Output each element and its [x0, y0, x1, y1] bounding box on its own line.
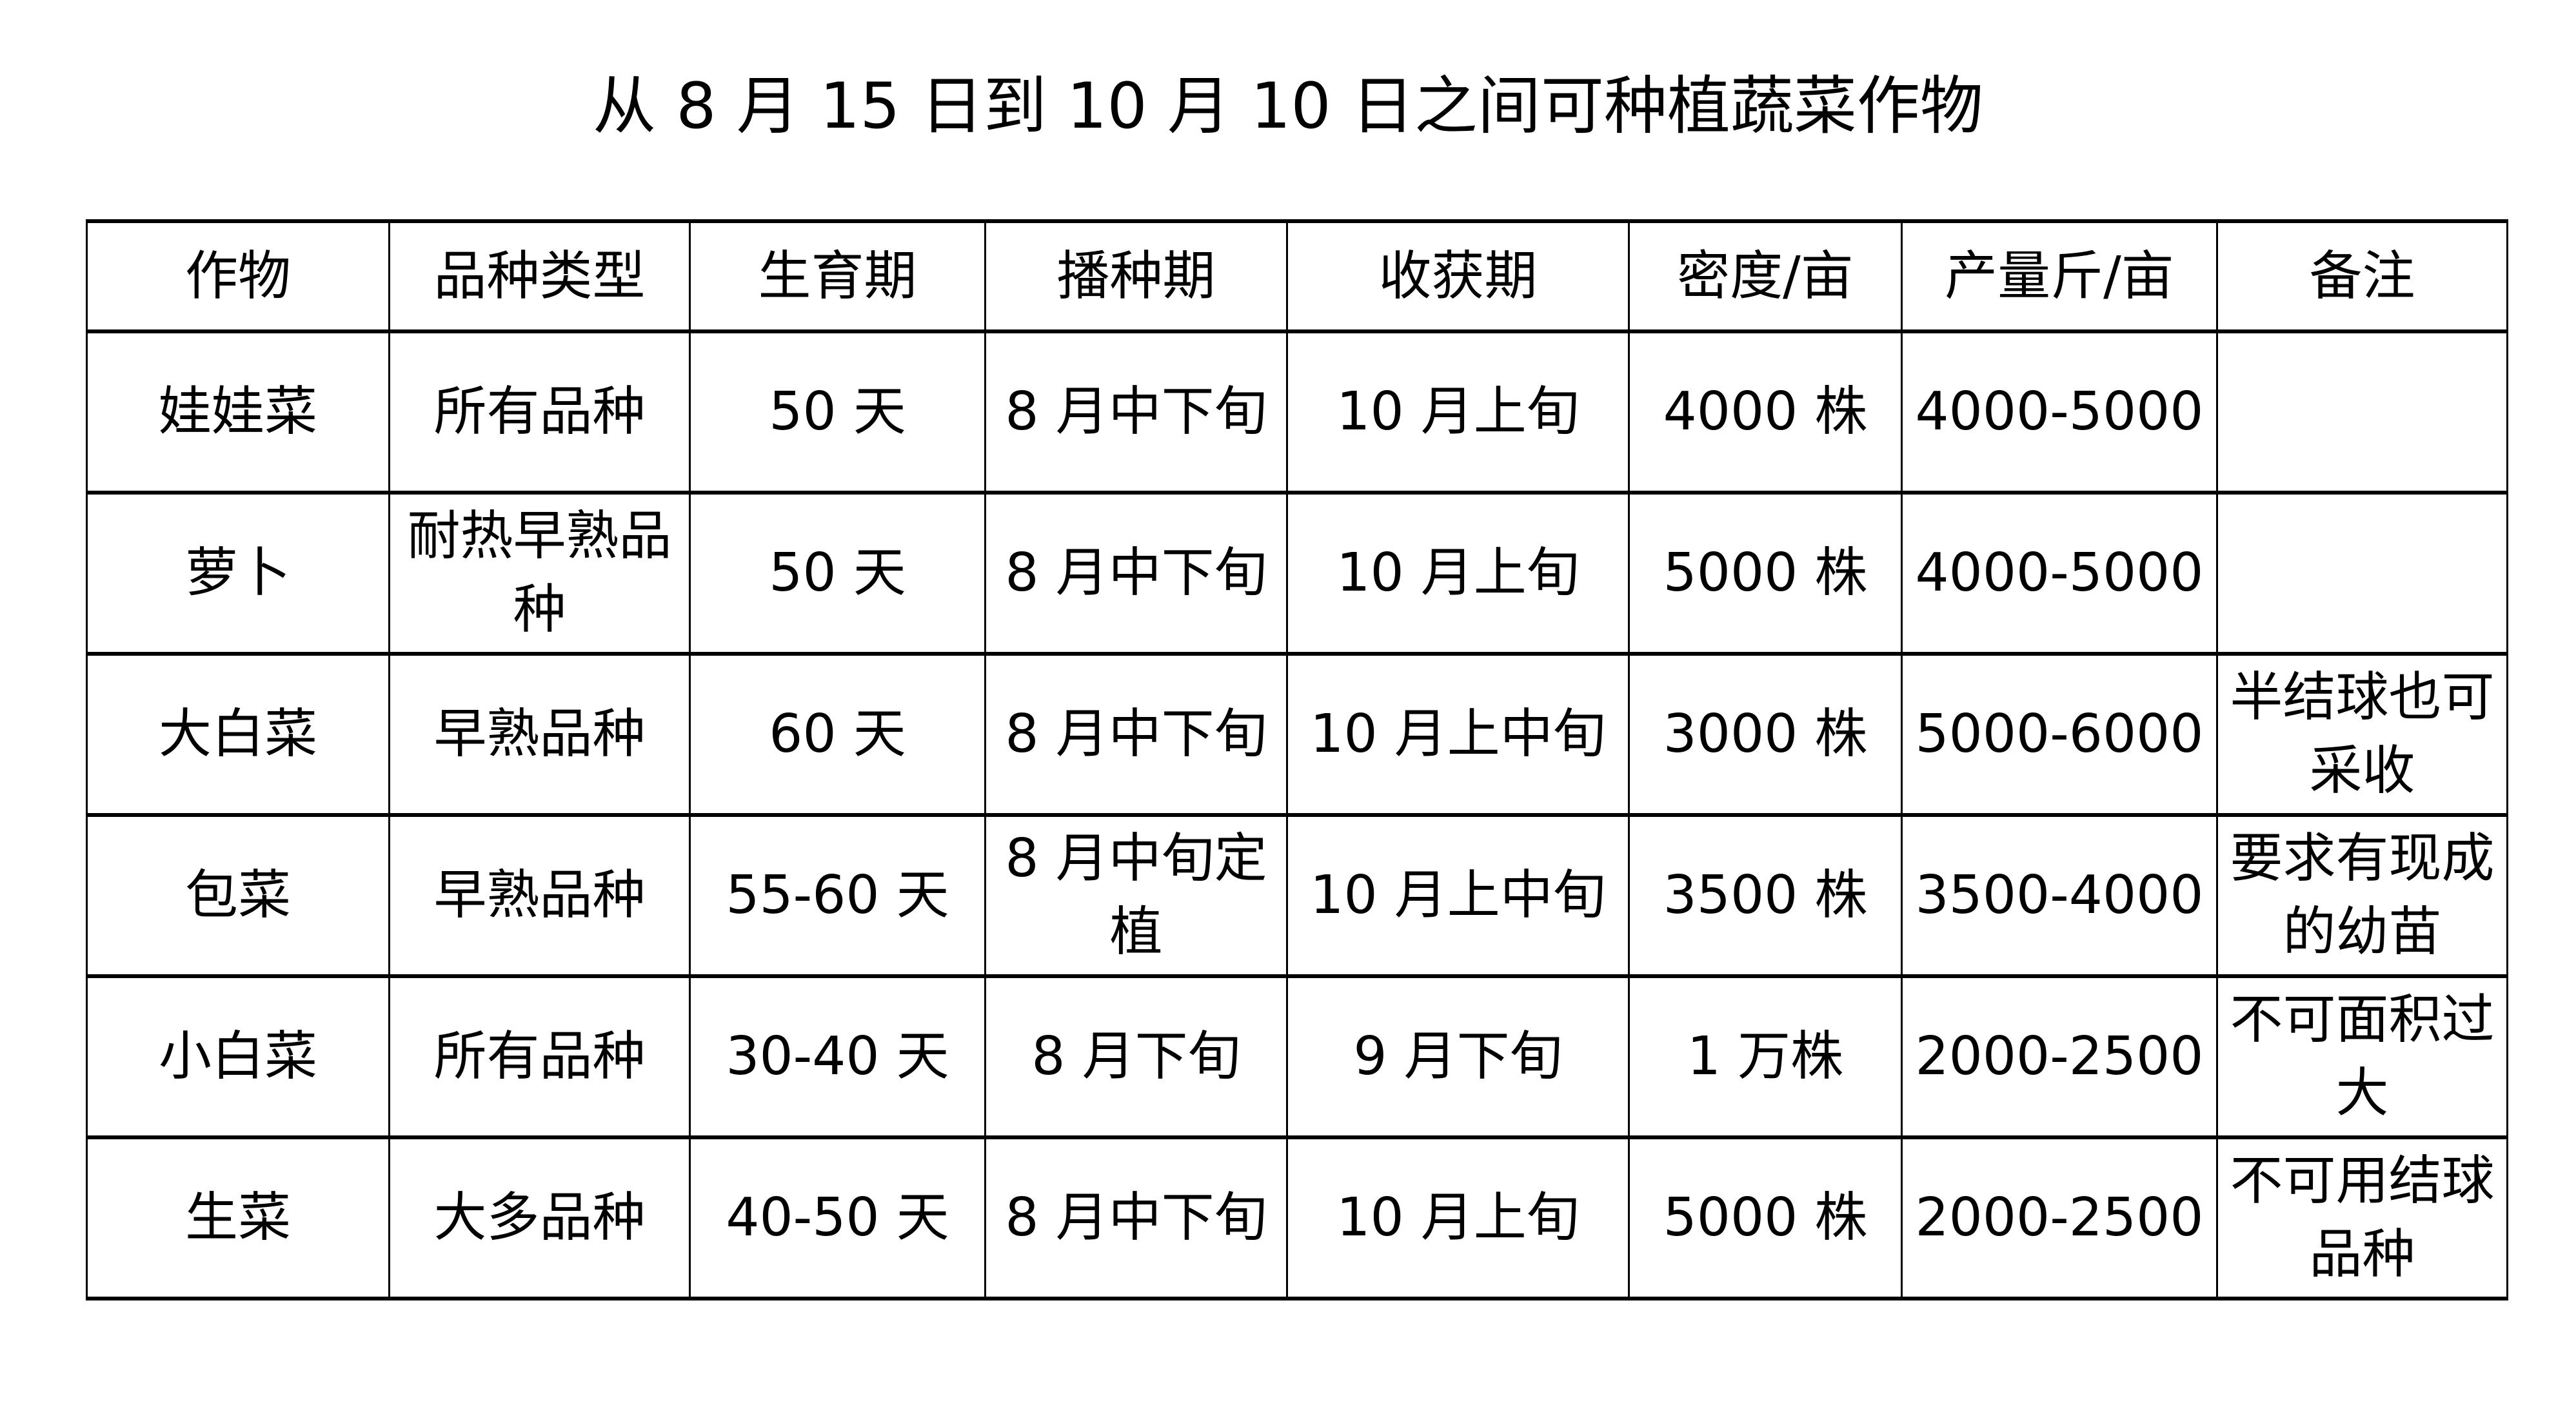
cell-variety-type: 耐热早熟品种	[388, 491, 691, 656]
header-yield: 产量斤/亩	[1901, 219, 2218, 333]
cell-notes: 不可用结球品种	[2216, 1135, 2508, 1300]
cell-harvest-period: 10 月上中旬	[1286, 652, 1630, 817]
cell-growth-period: 55-60 天	[689, 813, 986, 978]
cell-variety-type: 所有品种	[388, 329, 691, 495]
header-variety-type: 品种类型	[388, 219, 691, 333]
cell-sowing-period: 8 月中下旬	[984, 491, 1288, 656]
cell-yield: 2000-2500	[1901, 974, 2218, 1139]
cell-harvest-period: 9 月下旬	[1286, 974, 1630, 1139]
cell-density: 1 万株	[1628, 974, 1903, 1139]
cell-crop: 包菜	[86, 813, 390, 978]
header-row: 作物 品种类型 生育期 播种期 收获期 密度/亩 产量斤/亩 备注	[86, 219, 2508, 333]
cell-sowing-period: 8 月中下旬	[984, 1135, 1288, 1300]
header-harvest-period: 收获期	[1286, 219, 1630, 333]
cell-crop: 娃娃菜	[86, 329, 390, 495]
cell-harvest-period: 10 月上中旬	[1286, 813, 1630, 978]
cell-density: 4000 株	[1628, 329, 1903, 495]
cell-growth-period: 40-50 天	[689, 1135, 986, 1300]
cell-harvest-period: 10 月上旬	[1286, 1135, 1630, 1300]
cell-crop: 大白菜	[86, 652, 390, 817]
header-notes: 备注	[2216, 219, 2508, 333]
cell-variety-type: 早熟品种	[388, 813, 691, 978]
cell-yield: 4000-5000	[1901, 491, 2218, 656]
cell-growth-period: 60 天	[689, 652, 986, 817]
cell-variety-type: 大多品种	[388, 1135, 691, 1300]
header-crop: 作物	[86, 219, 390, 333]
cell-notes: 不可面积过大	[2216, 974, 2508, 1139]
cell-variety-type: 早熟品种	[388, 652, 691, 817]
document-title: 从 8 月 15 日到 10 月 10 日之间可种植蔬菜作物	[593, 70, 1983, 143]
header-density: 密度/亩	[1628, 219, 1903, 333]
cell-yield: 5000-6000	[1901, 652, 2218, 817]
cell-variety-type: 所有品种	[388, 974, 691, 1139]
cell-growth-period: 30-40 天	[689, 974, 986, 1139]
cell-yield: 3500-4000	[1901, 813, 2218, 978]
cell-yield: 2000-2500	[1901, 1135, 2218, 1300]
cell-notes: 要求有现成的幼苗	[2216, 813, 2508, 978]
cell-crop: 生菜	[86, 1135, 390, 1300]
cell-sowing-period: 8 月中旬定植	[984, 813, 1288, 978]
cell-sowing-period: 8 月下旬	[984, 974, 1288, 1139]
cell-notes	[2216, 329, 2508, 495]
cell-density: 3500 株	[1628, 813, 1903, 978]
cell-growth-period: 50 天	[689, 329, 986, 495]
header-growth-period: 生育期	[689, 219, 986, 333]
cell-notes	[2216, 491, 2508, 656]
cell-yield: 4000-5000	[1901, 329, 2218, 495]
cell-crop: 小白菜	[86, 974, 390, 1139]
cell-sowing-period: 8 月中下旬	[984, 652, 1288, 817]
cell-harvest-period: 10 月上旬	[1286, 491, 1630, 656]
cell-density: 5000 株	[1628, 1135, 1903, 1300]
cell-notes: 半结球也可采收	[2216, 652, 2508, 817]
cell-density: 5000 株	[1628, 491, 1903, 656]
cell-growth-period: 50 天	[689, 491, 986, 656]
header-sowing-period: 播种期	[984, 219, 1288, 333]
cell-density: 3000 株	[1628, 652, 1903, 817]
cell-harvest-period: 10 月上旬	[1286, 329, 1630, 495]
cell-crop: 萝卜	[86, 491, 390, 656]
cell-sowing-period: 8 月中下旬	[984, 329, 1288, 495]
